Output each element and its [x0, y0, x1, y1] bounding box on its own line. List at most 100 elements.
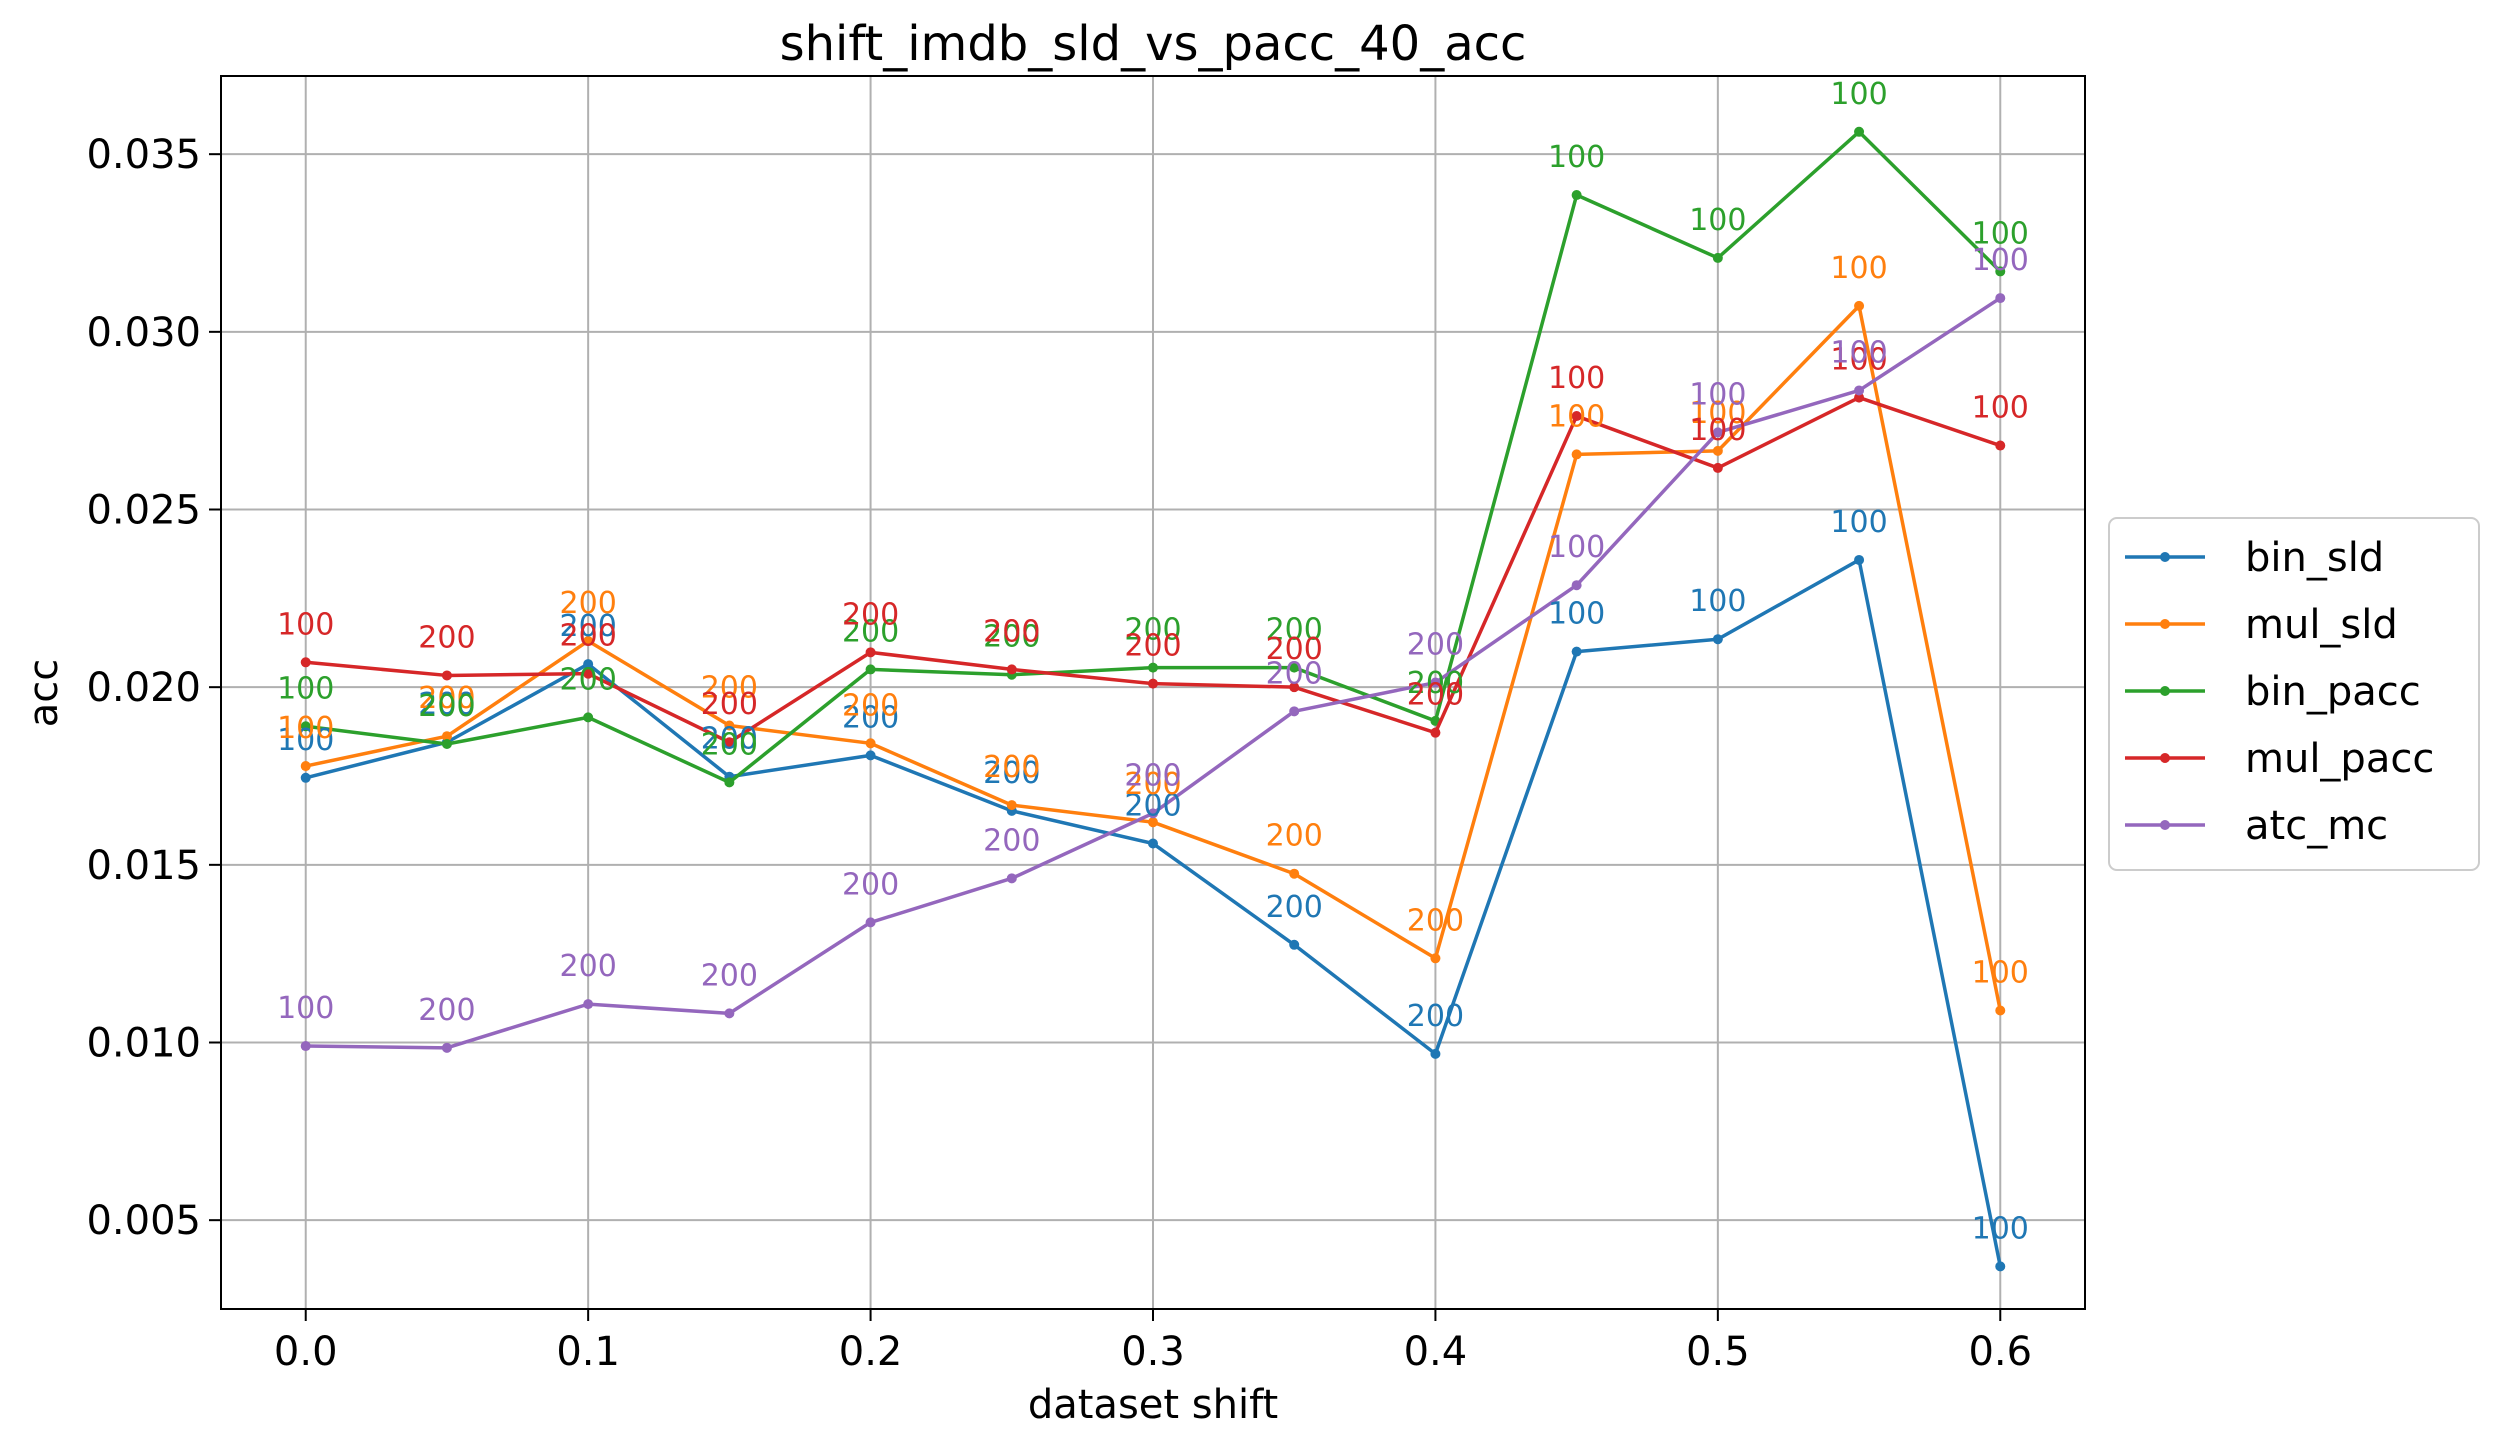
- legend-item: atc_mc: [2125, 803, 2388, 849]
- y-tick-label: 0.025: [86, 488, 201, 534]
- data-point: [583, 668, 594, 679]
- data-point: [724, 777, 735, 788]
- x-axis-label: dataset shift: [1028, 1382, 1278, 1428]
- data-point: [441, 739, 452, 750]
- data-point: [1995, 1261, 2006, 1272]
- data-point: [300, 721, 311, 732]
- data-label: 200: [1124, 613, 1181, 648]
- x-tick-label: 0.2: [839, 1329, 903, 1375]
- data-label: 100: [1972, 243, 2029, 278]
- data-label: 100: [1689, 203, 1746, 238]
- y-tick-label: 0.030: [86, 310, 201, 356]
- legend: bin_sld mul_sld bin_pacc mul_pacc atc_mc: [2108, 517, 2480, 871]
- data-point: [1148, 678, 1158, 689]
- legend-marker: [2160, 552, 2170, 562]
- x-tick-label: 0.5: [1686, 1329, 1750, 1375]
- data-point: [1430, 677, 1441, 688]
- data-label: 200: [1407, 628, 1464, 663]
- data-point: [1006, 873, 1017, 884]
- data-point: [1289, 939, 1300, 950]
- legend-label: mul_sld: [2245, 602, 2398, 648]
- data-label: 100: [1548, 361, 1605, 396]
- data-label: 100: [1830, 343, 1887, 378]
- chart-title: shift_imdb_sld_vs_pacc_40_acc: [780, 16, 1527, 72]
- data-label: 200: [1266, 656, 1323, 691]
- data-label: 100: [1972, 1211, 2029, 1246]
- data-label: 100: [1689, 584, 1746, 619]
- data-point: [1148, 817, 1158, 828]
- data-point: [865, 750, 876, 761]
- data-label: 200: [983, 756, 1040, 791]
- data-point: [724, 737, 735, 748]
- data-point: [300, 761, 311, 772]
- data-point: [583, 999, 594, 1010]
- legend-item: bin_sld: [2125, 535, 2384, 581]
- data-point: [1571, 190, 1582, 201]
- data-label: 200: [842, 867, 899, 902]
- data-label: 200: [1407, 999, 1464, 1034]
- data-point: [583, 635, 594, 646]
- legend-item: mul_sld: [2125, 602, 2398, 648]
- legend-item: mul_pacc: [2125, 736, 2434, 782]
- legend-item: bin_pacc: [2125, 669, 2421, 715]
- data-point: [300, 772, 311, 783]
- data-label: 200: [842, 614, 899, 649]
- data-point: [1430, 1048, 1441, 1059]
- data-label: 200: [983, 823, 1040, 858]
- legend-label: bin_pacc: [2245, 669, 2421, 715]
- data-label: 200: [560, 609, 617, 644]
- data-point: [1995, 440, 2006, 451]
- data-label: 200: [842, 688, 899, 723]
- data-point: [1712, 427, 1723, 438]
- data-label: 100: [1689, 396, 1746, 431]
- data-point: [1289, 682, 1300, 693]
- x-tick-label: 0.3: [1121, 1329, 1185, 1375]
- data-point: [1148, 838, 1158, 849]
- series-bin_pacc: [300, 126, 2006, 788]
- legend-marker: [2160, 686, 2170, 696]
- data-point: [1148, 808, 1158, 819]
- data-label: 200: [418, 687, 475, 722]
- data-label: 200: [1266, 890, 1323, 925]
- data-label: 100: [277, 991, 334, 1026]
- data-label: 100: [1548, 140, 1605, 175]
- data-label: 200: [418, 681, 475, 716]
- data-label: 200: [418, 689, 475, 724]
- data-point: [1854, 392, 1865, 403]
- legend-frame: [2108, 517, 2480, 871]
- data-label: 200: [842, 597, 899, 632]
- data-label: 100: [1548, 597, 1605, 632]
- data-point: [1571, 580, 1582, 591]
- series-atc_mc: [300, 293, 2006, 1053]
- data-point: [300, 1041, 311, 1052]
- data-label: 200: [560, 619, 617, 654]
- data-label: 200: [701, 687, 758, 722]
- data-label: 200: [1407, 678, 1464, 713]
- y-axis-label: acc: [21, 659, 67, 728]
- legend-label: atc_mc: [2245, 803, 2388, 849]
- data-point: [1854, 385, 1865, 396]
- data-label: 200: [701, 671, 758, 706]
- data-label: 100: [1972, 391, 2029, 426]
- data-label: 100: [277, 723, 334, 758]
- data-label: 100: [1689, 413, 1746, 448]
- axis-ticks: 0.0 0.1 0.2 0.3 0.4 0.5 0.6 0.005 0.010 0.015 0.02…: [86, 132, 2032, 1375]
- legend-marker: [2160, 820, 2170, 830]
- y-tick-label: 0.005: [86, 1198, 201, 1244]
- legend-label: bin_sld: [2245, 535, 2384, 581]
- data-point: [1712, 634, 1723, 645]
- data-point: [441, 731, 452, 742]
- data-point: [1148, 662, 1158, 673]
- data-label: 100: [277, 607, 334, 642]
- data-label: 200: [1407, 666, 1464, 701]
- data-point: [724, 1008, 735, 1019]
- data-point: [1571, 646, 1582, 657]
- y-tick-label: 0.015: [86, 843, 201, 889]
- legend-marker: [2160, 753, 2170, 763]
- data-point: [1289, 868, 1300, 879]
- data-label: 200: [560, 662, 617, 697]
- data-point: [1854, 126, 1865, 137]
- data-label: 100: [1972, 956, 2029, 991]
